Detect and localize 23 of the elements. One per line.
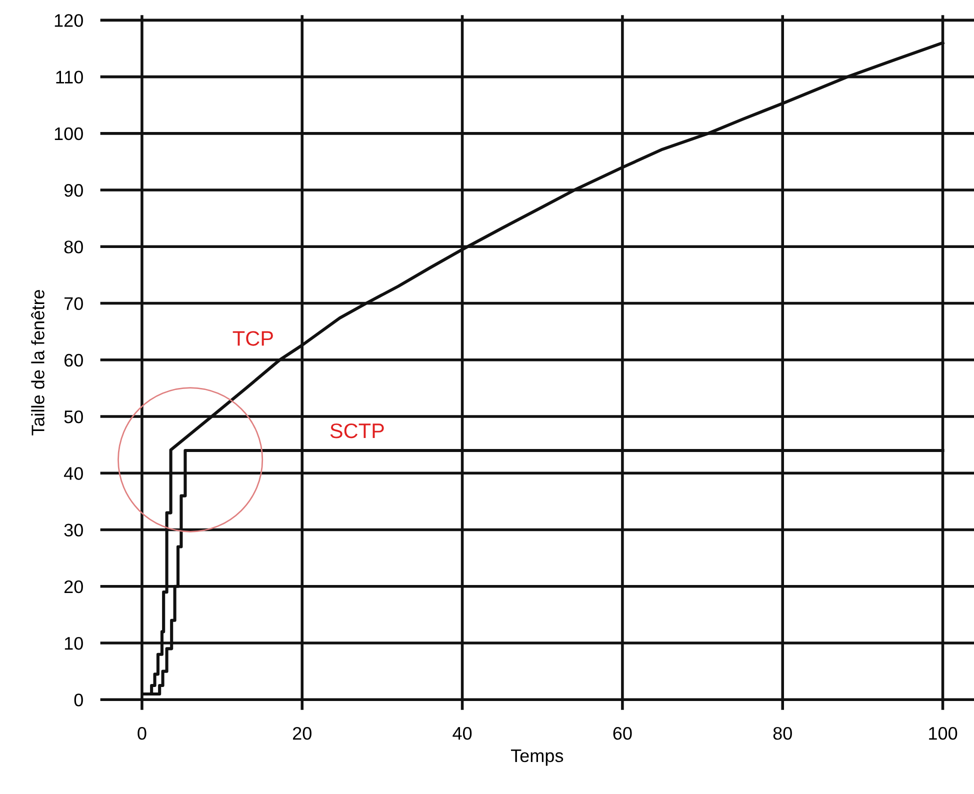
- x-tick-label: 80: [773, 726, 792, 740]
- y-tick-label: 10: [64, 636, 83, 650]
- y-tick-label: 50: [64, 410, 83, 424]
- y-axis-title: Taille de la fenêtre: [31, 290, 44, 436]
- y-tick-label: 70: [64, 297, 83, 310]
- y-tick-label: 20: [64, 580, 83, 594]
- y-tick-label: 60: [64, 354, 83, 367]
- y-tick-label: 80: [64, 240, 83, 254]
- y-tick-label: 100: [54, 127, 83, 140]
- y-tick-label: 90: [64, 184, 83, 197]
- y-tick-label: 110: [56, 70, 83, 84]
- series-label: TCP: [232, 331, 273, 346]
- x-tick-label: 60: [613, 726, 632, 740]
- x-tick-label: 20: [292, 726, 312, 740]
- x-tick-label: 100: [929, 726, 958, 740]
- x-tick-label: 40: [452, 726, 472, 740]
- series-label: SCTP: [330, 423, 384, 438]
- x-tick-label: 0: [138, 726, 146, 740]
- y-tick-label: 0: [74, 694, 83, 706]
- y-tick-label: 30: [64, 524, 83, 536]
- y-tick-label: 40: [64, 467, 83, 480]
- x-axis-title: Temps: [510, 750, 564, 766]
- y-tick-label: 120: [54, 14, 83, 27]
